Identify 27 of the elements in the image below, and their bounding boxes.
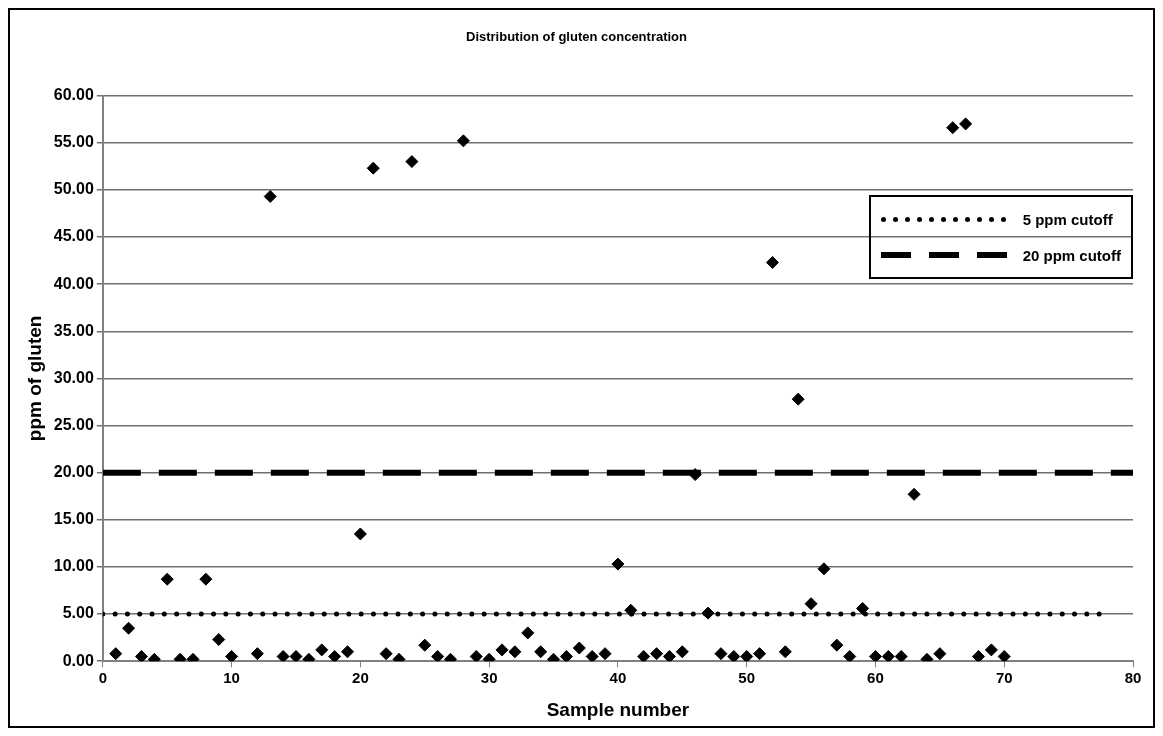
y-tick-label: 20.00 bbox=[53, 463, 94, 481]
legend-label: 5 ppm cutoff bbox=[1022, 210, 1113, 228]
y-axis-title: ppm of gluten bbox=[23, 315, 45, 442]
x-tick-label: 50 bbox=[738, 669, 756, 687]
chart-title: Distribution of gluten concentration bbox=[466, 29, 688, 45]
y-tick-label: 60.00 bbox=[53, 86, 94, 104]
legend-label: 20 ppm cutoff bbox=[1022, 246, 1121, 264]
x-tick-label: 60 bbox=[867, 669, 884, 687]
x-tick-label: 10 bbox=[223, 669, 240, 687]
y-tick-label: 45.00 bbox=[53, 227, 94, 245]
x-axis-title: Sample number bbox=[546, 698, 690, 720]
y-tick-label: 55.00 bbox=[53, 133, 94, 151]
y-tick-label: 10.00 bbox=[53, 557, 94, 575]
y-tick-label: 15.00 bbox=[53, 510, 94, 528]
x-tick-label: 20 bbox=[352, 669, 369, 687]
y-tick-label: 25.00 bbox=[53, 415, 94, 433]
y-tick-label: 35.00 bbox=[53, 321, 94, 339]
x-tick-label: 0 bbox=[98, 669, 108, 687]
x-tick-label: 80 bbox=[1124, 669, 1142, 687]
y-tick-label: 5.00 bbox=[62, 604, 94, 622]
y-tick-label: 50.00 bbox=[53, 180, 94, 198]
x-tick-label: 40 bbox=[609, 669, 627, 687]
y-tick-label: 0.00 bbox=[62, 651, 94, 669]
x-tick-label: 30 bbox=[480, 669, 498, 687]
y-tick-label: 40.00 bbox=[53, 274, 94, 292]
x-tick-label: 70 bbox=[995, 669, 1013, 687]
y-tick-label: 30.00 bbox=[53, 368, 94, 386]
